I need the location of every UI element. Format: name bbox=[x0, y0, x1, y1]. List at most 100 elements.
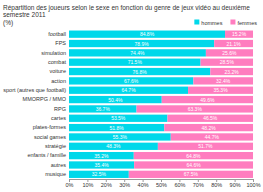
value-tick-label: 90% bbox=[230, 182, 241, 188]
bar-segment bbox=[69, 152, 134, 159]
category-label: combat bbox=[48, 59, 67, 65]
bar-segment bbox=[193, 77, 253, 84]
category-tick: combat bbox=[48, 59, 67, 65]
value-tick: 70% bbox=[193, 179, 204, 188]
bar-segment bbox=[214, 40, 253, 47]
data-label: 48.3% bbox=[106, 143, 121, 149]
bar-segment bbox=[69, 87, 188, 94]
value-tick: 40% bbox=[138, 179, 149, 188]
bar-segment bbox=[69, 59, 201, 66]
data-label: 15.2% bbox=[232, 31, 247, 37]
bar-segment bbox=[69, 105, 137, 112]
data-label: 53.5% bbox=[111, 115, 126, 121]
category-tick: voiture bbox=[49, 68, 66, 74]
bar-segment bbox=[69, 124, 164, 131]
bar-segment bbox=[137, 105, 253, 112]
data-label: 67.5% bbox=[184, 171, 199, 177]
bar-segment bbox=[134, 161, 253, 168]
data-label: 74.4% bbox=[130, 50, 145, 56]
bar-segment bbox=[69, 143, 158, 150]
category-label: FPS bbox=[55, 40, 66, 46]
category-label: sport (autres que football) bbox=[3, 87, 66, 93]
data-label: 46.5% bbox=[203, 115, 218, 121]
bar-segment bbox=[69, 115, 167, 122]
bar-segment bbox=[69, 77, 193, 84]
value-tick-label: 40% bbox=[138, 182, 149, 188]
value-tick-label: 10% bbox=[82, 182, 93, 188]
chart: Répartition des joueurs selon le sexe en… bbox=[0, 0, 263, 192]
data-label: 48.2% bbox=[202, 125, 217, 131]
data-label: 78.9% bbox=[134, 41, 149, 47]
data-label: 76.8% bbox=[133, 69, 148, 75]
category-label: simulation bbox=[41, 50, 66, 56]
value-tick-label: 60% bbox=[174, 182, 185, 188]
category-tick: sport (autres que football) bbox=[3, 87, 66, 93]
data-label: 35.2% bbox=[94, 153, 109, 159]
bar-segment bbox=[171, 133, 253, 140]
category-tick: cartes bbox=[51, 115, 66, 121]
data-label: 64.6% bbox=[186, 162, 201, 168]
data-label: 35.4% bbox=[94, 162, 109, 168]
category-label: action bbox=[51, 78, 66, 84]
category-label: musique bbox=[45, 171, 66, 177]
data-label: 28.5% bbox=[220, 59, 235, 65]
value-tick-label: 80% bbox=[211, 182, 222, 188]
data-label: 63.3% bbox=[188, 106, 203, 112]
data-labels: 84.8%78.9%74.4%71.5%76.8%67.6%64.7%50.4%… bbox=[92, 31, 247, 177]
bar-segment bbox=[225, 31, 253, 38]
data-label: 49.6% bbox=[200, 97, 215, 103]
data-label: 36.7% bbox=[96, 106, 111, 112]
data-label: 44.7% bbox=[205, 134, 220, 140]
subtitle: (%) bbox=[3, 19, 13, 27]
value-tick-label: 70% bbox=[193, 182, 204, 188]
category-label: stratégie bbox=[45, 143, 66, 149]
value-tick: 20% bbox=[101, 179, 112, 188]
bar-segment bbox=[69, 68, 210, 75]
bar-segment bbox=[69, 40, 214, 47]
category-tick: musique bbox=[45, 171, 66, 177]
data-label: 64.8% bbox=[186, 153, 201, 159]
data-label: 51.8% bbox=[110, 125, 125, 131]
bar-segment bbox=[69, 49, 206, 56]
category-label: cartes bbox=[51, 115, 66, 121]
title: Répartition des joueurs selon le sexe en… bbox=[3, 4, 252, 19]
legend-label: femmes bbox=[237, 20, 257, 26]
data-label: 51.7% bbox=[198, 143, 213, 149]
value-tick: 30% bbox=[119, 179, 130, 188]
category-label: RPG bbox=[54, 106, 66, 112]
data-label: 32.5% bbox=[92, 171, 107, 177]
data-label: 32.4% bbox=[216, 78, 231, 84]
bar-segment bbox=[188, 87, 253, 94]
category-label: enfants / famille bbox=[27, 152, 66, 158]
bar-segment bbox=[167, 115, 253, 122]
data-label: 55.3% bbox=[113, 134, 128, 140]
data-label: 64.7% bbox=[121, 87, 136, 93]
bar-segment bbox=[206, 49, 253, 56]
value-tick: 80% bbox=[211, 179, 222, 188]
bar-segment bbox=[69, 161, 134, 168]
category-tick: MMORPG / MMO bbox=[23, 96, 67, 102]
value-tick: 10% bbox=[82, 179, 93, 188]
bar-segment bbox=[69, 31, 225, 38]
value-tick-label: 100% bbox=[246, 182, 260, 188]
value-tick-label: 30% bbox=[119, 182, 130, 188]
value-tick: 0% bbox=[66, 179, 74, 188]
category-tick: football bbox=[48, 31, 66, 37]
category-tick: FPS bbox=[55, 40, 66, 46]
bar-segment bbox=[164, 124, 253, 131]
legend-swatch bbox=[194, 20, 199, 25]
bar-segment bbox=[69, 171, 129, 178]
bar-segment bbox=[201, 59, 253, 66]
value-tick: 60% bbox=[174, 179, 185, 188]
bar-segment bbox=[129, 171, 253, 178]
category-label: football bbox=[48, 31, 66, 37]
category-label: MMORPG / MMO bbox=[23, 96, 67, 102]
data-label: 71.5% bbox=[128, 59, 143, 65]
category-tick: stratégie bbox=[45, 143, 66, 149]
value-tick: 50% bbox=[156, 179, 167, 188]
category-axis: football FPS simulation combat voiture action… bbox=[3, 31, 66, 177]
data-label: 25.6% bbox=[222, 50, 237, 56]
category-label: autres bbox=[51, 162, 67, 168]
bar-segment bbox=[162, 96, 253, 103]
legend-swatch bbox=[230, 20, 235, 25]
